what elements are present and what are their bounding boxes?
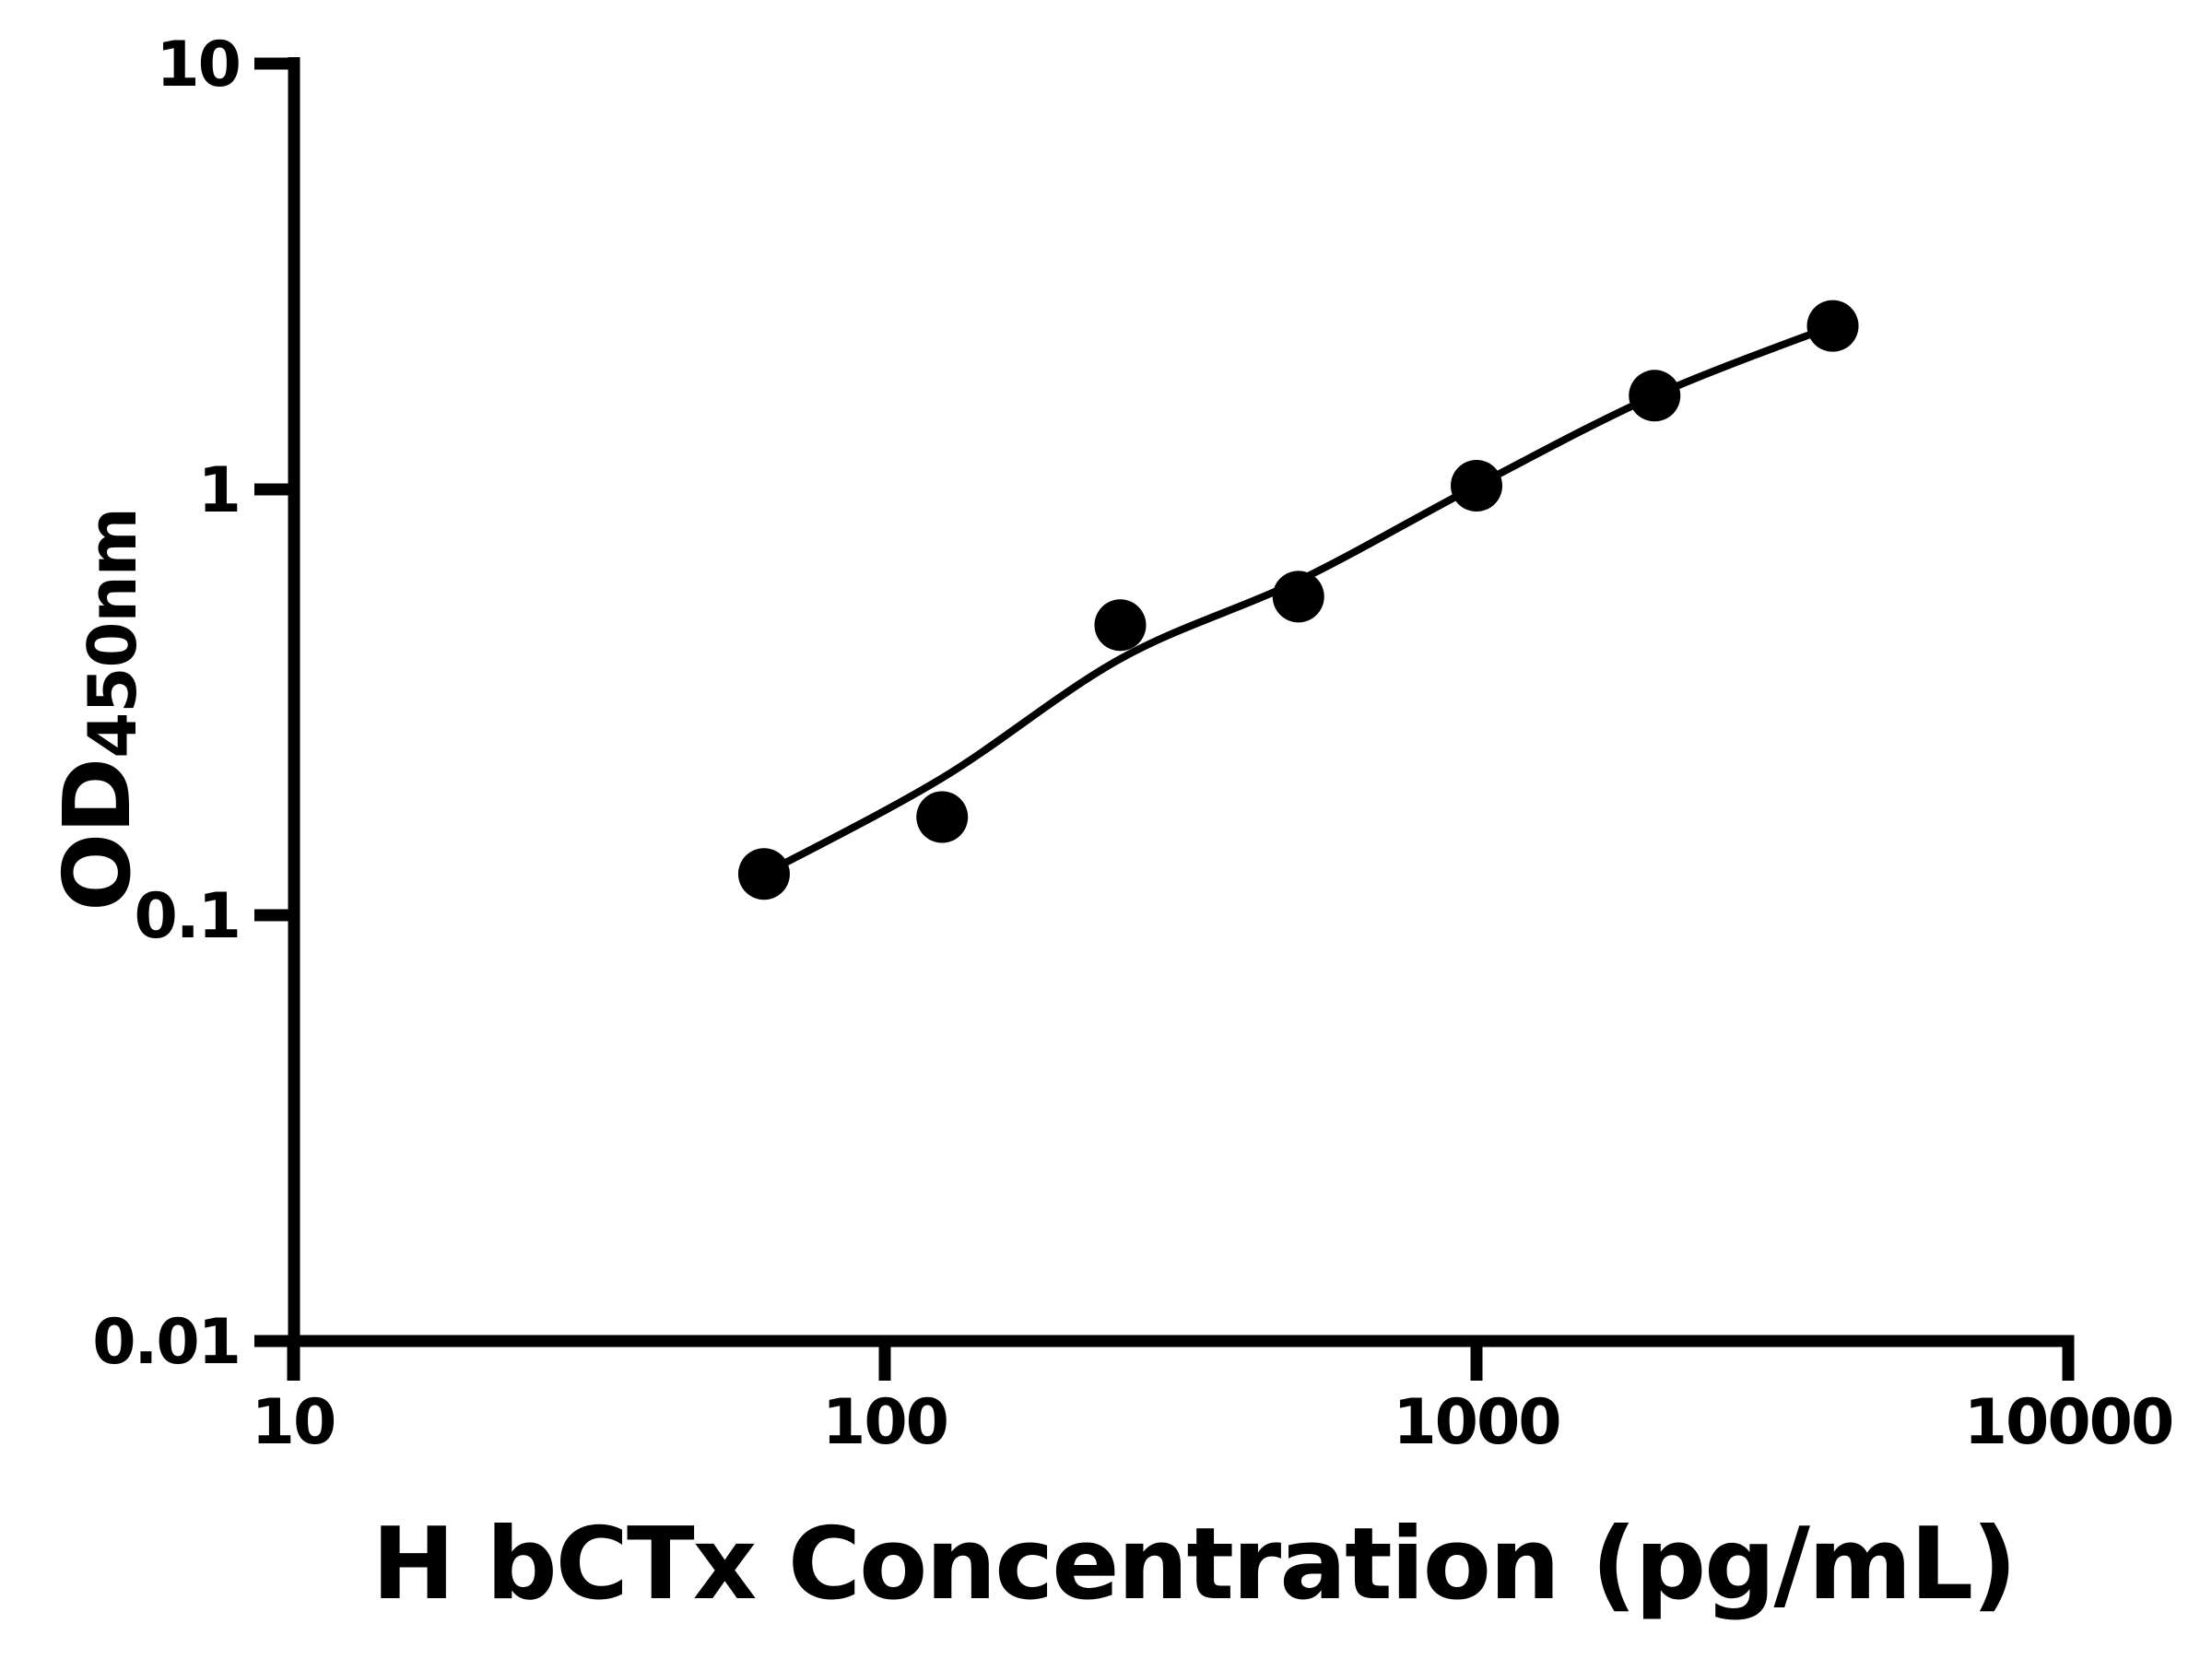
y-axis-title-main: OD [42,758,151,912]
data-point-marker [1272,571,1324,623]
data-point-marker [1629,370,1681,422]
y-axis-title-text: OD450nm [43,508,151,912]
x-tick-label: 10000 [1964,1386,2173,1459]
y-axis-title: OD450nm [5,433,189,986]
data-point-marker [737,848,790,900]
x-axis-title: H bCTx Concentration (pg/mL) [371,1507,2017,1622]
data-point-marker [1806,300,1859,352]
x-tick-label: 10 [252,1386,335,1459]
y-tick-label: 10 [156,29,240,101]
y-tick-label: 0.1 [135,880,240,953]
data-point-marker [1451,460,1502,512]
data-point-marker [1094,599,1147,652]
y-tick-label: 0.01 [92,1306,240,1379]
x-tick-label: 1000 [1393,1386,1559,1459]
data-point-marker [916,791,969,843]
x-tick-label: 100 [822,1386,947,1459]
y-tick-label: 1 [198,454,240,527]
y-axis-title-subscript: 450nm [73,508,151,759]
